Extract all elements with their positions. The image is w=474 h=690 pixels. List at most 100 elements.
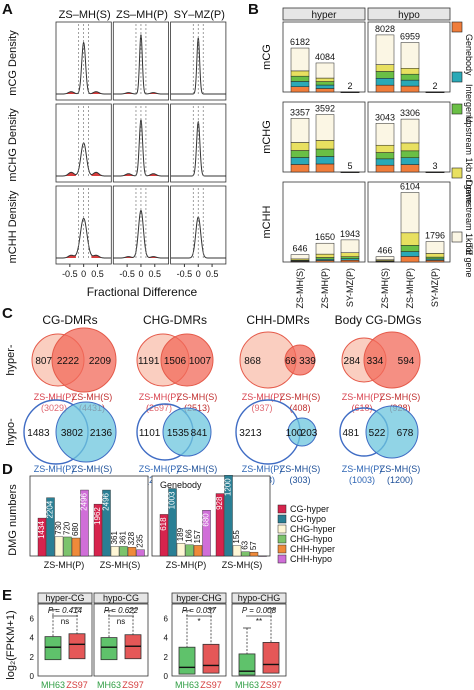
venn-title: CHH-DMRs [246,313,309,327]
bar-segment [400,157,420,165]
col-title: ZS–MH(S) [59,9,111,21]
bar [215,493,225,557]
legend-swatch [277,524,287,534]
row-label: mCHG Density [7,108,19,182]
bar-value-label: 189 [176,527,185,541]
legend-label: CG-hyper [290,504,329,514]
legend-swatch [277,504,287,514]
venn-count-both: 69 [285,356,297,367]
bar-value-label: 618 [159,517,168,531]
sig-mark: ** [256,617,262,626]
bar-segment [375,256,395,261]
box [68,633,86,660]
group-label: ZS97 [200,680,222,690]
bar-segment [375,144,395,153]
venn-total-right: (2513) [184,403,210,413]
density-tail [91,91,112,94]
bar-segment [425,256,445,260]
bar-segment [290,81,310,87]
bar-segment [375,84,395,93]
density-tail [113,173,134,176]
x-tick-label: 0.5 [206,269,219,279]
bar-segment [315,114,335,141]
bar [71,537,81,557]
x-tick-label: -0.5 [62,269,78,279]
legend-swatch [451,167,463,179]
venn-count-right: 594 [398,356,415,367]
y-tick-label: 4 [164,634,169,643]
venn-count-both: 100 [286,428,303,439]
bar [168,488,177,557]
y-tick-label: 6 [164,614,169,623]
venn-set-left: ZS-MH(P) [139,464,180,474]
legend-swatch [277,514,287,524]
density-tail [56,91,76,94]
venn-set-right: ZS-MH(S) [380,392,421,402]
facet-title: Genebody [160,480,202,490]
y-tick-label: 6 [30,614,35,623]
venn-set-right: ZS-MH(S) [280,464,321,474]
venn-count-right: 203 [301,428,318,439]
panel-c-venn: CG-DMRs CHG-DMRs CHH-DMRs Body CG-DMGs hyper… [5,313,421,485]
x-category-label: ZS-MH(P) [44,560,85,570]
y-axis-label: log₂(FPKM+1) [5,610,17,679]
bar-segment [400,245,420,252]
bar-segment [290,118,310,143]
facet-title: hyper [311,10,337,21]
group-label: MH63 [175,680,199,690]
facet-strip [37,592,93,604]
x-tick-label: 0 [81,269,86,279]
venn-count-left: 3213 [239,428,262,439]
sig-mark: ns [117,617,125,626]
venn-count-left: 284 [344,356,361,367]
venn-set-right: ZS-MH(S) [72,392,113,402]
venn-circle-right [162,407,212,457]
legend-label: Intergenic [464,84,474,124]
bar [119,546,128,557]
bar-total-label: 6104 [400,182,420,192]
bar-segment [400,79,420,87]
bar-segment [375,158,395,166]
bar-segment [400,164,420,173]
x-axis-label: Fractional Difference [87,285,198,299]
bar-segment [315,242,335,255]
y-tick-label: 4 [30,634,35,643]
bar-value-label: 157 [193,530,202,544]
venn-set-left: ZS-MH(P) [139,392,180,402]
bar [241,551,250,557]
row-label: mCHH [261,205,273,238]
bar [185,544,194,557]
x-category-label: ZS-MH(S) [222,560,263,570]
bar [93,503,103,557]
facet-strip [93,592,149,604]
venn-count-right: 2209 [89,356,112,367]
venn-set-left: ZS-MH(P) [342,392,383,402]
bar-segment [315,140,335,150]
bar-segment [290,254,310,260]
venn-set-right: ZS-MH(S) [177,464,218,474]
bar-total-label: 3357 [290,107,310,117]
bar-segment [315,88,335,93]
venn-count-both: 2222 [57,356,80,367]
panel-label-a: A [2,1,13,18]
col-title: ZS–MH(P) [116,9,168,21]
x-category-label: ZS-MH(S) [100,560,141,570]
venn-total-left: (2697) [146,403,172,413]
bar-segment [425,171,445,173]
legend-swatch [277,544,287,554]
bar-segment [425,91,445,93]
bar-segment [315,77,335,82]
panel-label-c: C [2,305,13,322]
group-label: ZS97 [66,680,88,690]
bar-segment [340,239,360,253]
p-value: P = 0.622 [104,606,139,615]
venn-title: CG-DMRs [42,313,97,327]
col-title: SY–MZ(P) [174,9,225,21]
density-tail [56,172,76,176]
p-value: P = 0.414 [48,606,83,615]
panel-label-b: B [248,1,259,18]
venn-count-both: 1506 [164,356,187,367]
bar-segment [340,256,360,259]
sample-label: ZS-MH(P) [320,268,330,309]
venn-count-left: 807 [35,356,52,367]
